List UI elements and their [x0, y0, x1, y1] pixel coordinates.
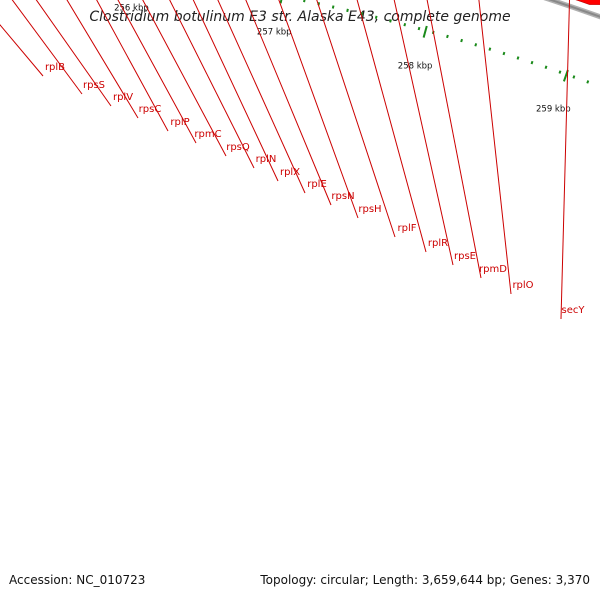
inner-minor-tick — [502, 51, 506, 56]
gene-label-rplE: rplE — [307, 179, 327, 190]
leader-line-rplP — [96, 0, 169, 132]
leader-line-rplN — [169, 0, 255, 169]
leader-line-rpmD — [426, 0, 482, 279]
inner-minor-tick — [346, 8, 349, 13]
inner-minor-tick — [572, 75, 576, 79]
gene-label-rpsS: rpsS — [83, 80, 105, 91]
inner-minor-tick — [446, 34, 449, 39]
leader-line-secY — [560, 0, 571, 320]
inner-minor-tick — [374, 15, 378, 20]
inner-minor-tick — [544, 65, 548, 70]
leader-line-rplE — [217, 0, 306, 194]
leader-line-rplF — [316, 0, 396, 238]
gene-label-rpsN: rpsN — [331, 191, 354, 202]
leader-line-rpsQ — [142, 0, 227, 157]
inner-minor-tick — [403, 22, 407, 27]
gene-label-rplP: rplP — [170, 117, 189, 128]
cds-arrow-secY — [575, 0, 600, 5]
gene-label-rpmC: rpmC — [194, 129, 221, 140]
leader-line-rpsC — [66, 0, 139, 119]
leader-line-rpsS — [11, 0, 83, 95]
gene-label-rplR: rplR — [428, 238, 448, 249]
inner-minor-tick — [516, 56, 520, 60]
leader-line-rpmC — [117, 0, 197, 144]
gene-label-rpsH: rpsH — [358, 204, 381, 215]
gene-label-rpsC: rpsC — [139, 104, 162, 115]
gene-label-rplO: rplO — [512, 280, 533, 291]
cds-arrow-track — [575, 0, 600, 5]
leader-line-rplX — [192, 0, 279, 182]
inner-minor-tick — [530, 60, 534, 65]
inner-minor-tick — [474, 43, 478, 47]
gene-label-rpsE: rpsE — [454, 251, 476, 262]
leader-line-rplV — [35, 0, 112, 107]
accession-text: Accession: NC_010723 — [9, 573, 146, 587]
gene-label-rplV: rplV — [113, 92, 133, 103]
gene-label-rplX: rplX — [280, 167, 300, 178]
inner-major-tick — [279, 0, 283, 4]
gene-label-rpsQ: rpsQ — [226, 142, 250, 153]
leader-line-rpsH — [278, 0, 359, 219]
scale-label: 256 kbp — [114, 4, 149, 14]
gene-label-rplN: rplN — [256, 154, 277, 165]
inner-minor-tick — [303, 0, 306, 3]
leader-line-rpsE — [393, 0, 454, 266]
gene-label-secY: secY — [562, 305, 586, 316]
inner-minor-tick — [460, 38, 463, 43]
leader-line-rplR — [356, 0, 427, 253]
feature-band-track — [0, 0, 600, 327]
scale-label: 257 kbp — [257, 28, 292, 38]
inner-major-tick — [422, 25, 428, 38]
genome-stats-text: Topology: circular; Length: 3,659,644 bp… — [260, 573, 590, 587]
inner-minor-tick — [488, 47, 492, 51]
inner-minor-tick — [586, 80, 590, 84]
genome-title: Clostridium botulinum E3 str. Alaska E43… — [89, 9, 511, 25]
leader-line-rplO — [478, 0, 512, 295]
inner-minor-tick — [331, 5, 335, 9]
gene-label-rplB: rplB — [45, 62, 65, 73]
gene-label-rpmD: rpmD — [479, 264, 507, 275]
gene-label-rplF: rplF — [398, 223, 417, 234]
inner-minor-tick — [558, 70, 562, 74]
inner-minor-tick — [417, 26, 421, 31]
inner-minor-tick — [389, 19, 392, 23]
scale-label: 259 kbp — [536, 105, 571, 115]
leader-line-rplB — [0, 24, 44, 77]
leader-line-rpsN — [245, 0, 332, 206]
scale-label: 258 kbp — [398, 61, 433, 71]
